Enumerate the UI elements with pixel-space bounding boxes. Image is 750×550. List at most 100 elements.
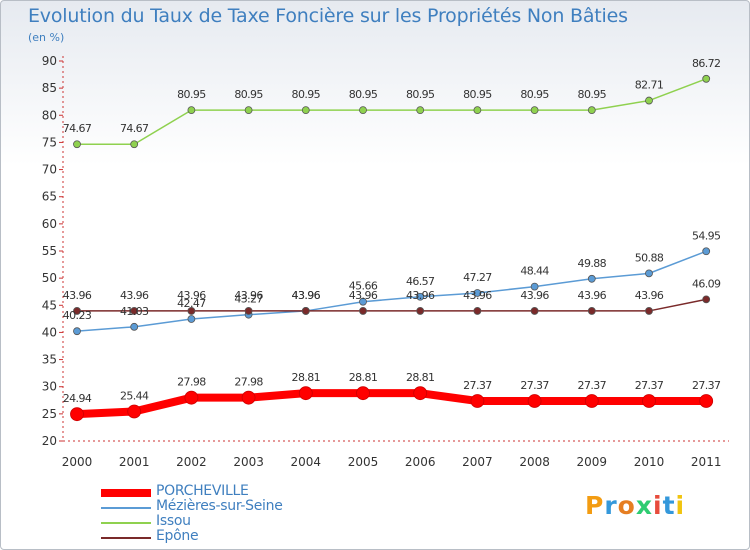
data-label: 27.37 <box>635 379 664 392</box>
data-label: 80.95 <box>406 88 435 101</box>
data-point <box>587 274 596 283</box>
data-label: 43.96 <box>120 289 149 302</box>
data-point <box>473 307 482 315</box>
legend-swatch <box>101 522 151 524</box>
legend-swatch <box>101 507 151 509</box>
data-point <box>702 295 711 304</box>
logo-letter: i <box>675 491 686 520</box>
logo-letter: r <box>604 491 618 520</box>
data-label: 28.81 <box>406 371 435 384</box>
y-tick-label: 40 <box>42 325 57 339</box>
data-label: 43.96 <box>520 289 549 302</box>
data-point <box>642 394 656 408</box>
x-tick-label: 2010 <box>634 455 665 469</box>
data-point <box>530 282 539 291</box>
legend-label: Mézières-sur-Seine <box>156 498 283 514</box>
series-line <box>77 298 707 312</box>
data-label: 82.71 <box>635 79 664 92</box>
chart-title: Evolution du Taux de Taxe Foncière sur l… <box>28 5 628 27</box>
data-label: 41.03 <box>120 305 149 318</box>
x-tick-label: 2008 <box>519 455 550 469</box>
legend-label: PORCHEVILLE <box>156 483 249 499</box>
data-label: 47.27 <box>463 271 492 284</box>
data-label: 28.81 <box>349 371 378 384</box>
data-point <box>645 269 653 278</box>
data-label: 46.09 <box>692 277 721 290</box>
y-tick-label: 35 <box>42 353 57 367</box>
data-labels: 24.94 25.44 27.98 27.98 28.81 28.81 28.81 27.37… <box>63 57 722 405</box>
data-label: 49.88 <box>578 257 607 270</box>
x-tick-label: 2005 <box>348 455 379 469</box>
data-label: 43.96 <box>292 289 321 302</box>
y-tick-label: 80 <box>42 108 57 122</box>
y-tick-label: 55 <box>42 244 57 258</box>
data-label: 80.95 <box>234 88 263 101</box>
logo-letter: o <box>617 491 636 520</box>
data-label: 80.95 <box>292 88 321 101</box>
proxiti-logo: Proxiti <box>585 491 685 520</box>
data-point <box>702 247 711 256</box>
data-label: 80.95 <box>520 88 549 101</box>
y-tick-label: 30 <box>42 380 57 394</box>
data-label: 25.44 <box>120 389 149 402</box>
data-label: 42.47 <box>177 297 206 310</box>
data-point <box>187 106 196 115</box>
x-tick-label: 2003 <box>233 455 264 469</box>
y-tick-label: 25 <box>42 407 57 421</box>
y-tick-label: 90 <box>42 54 57 68</box>
x-tick-label: 2002 <box>176 455 207 469</box>
data-label: 43.96 <box>292 289 321 302</box>
logo-letter: i <box>653 491 663 520</box>
logo-text: Proxiti <box>585 491 685 520</box>
x-tick-label: 2007 <box>462 455 493 469</box>
data-label: 43.96 <box>406 289 435 302</box>
data-label: 43.96 <box>349 289 378 302</box>
data-point <box>584 394 599 408</box>
logo-letter: t <box>662 491 676 520</box>
y-tick-label: 75 <box>42 135 57 149</box>
data-point <box>416 307 425 315</box>
data-label: 28.81 <box>292 371 321 384</box>
x-tick-label: 2009 <box>577 455 608 469</box>
data-point <box>413 386 428 401</box>
data-point <box>359 106 367 115</box>
data-label: 80.95 <box>177 88 206 101</box>
x-tick-label: 2011 <box>691 455 722 469</box>
data-point <box>187 307 196 315</box>
data-point <box>530 307 539 315</box>
data-point <box>127 404 142 419</box>
data-point <box>241 390 256 405</box>
legend-label: Epône <box>156 528 199 544</box>
y-tick-label: 85 <box>42 81 57 95</box>
data-point <box>73 327 81 336</box>
y-tick-label: 65 <box>42 190 57 204</box>
data-point <box>645 307 653 315</box>
y-tick-label: 20 <box>42 434 57 448</box>
series-line <box>77 78 707 145</box>
data-point <box>130 307 139 315</box>
data-label: 80.95 <box>463 88 492 101</box>
data-point <box>244 106 253 115</box>
x-tick-label: 2004 <box>291 455 322 469</box>
data-label: 45.66 <box>349 280 378 293</box>
data-point <box>244 307 253 315</box>
data-point <box>184 390 199 405</box>
data-point <box>587 307 596 315</box>
axes: 20 25 30 35 40 45 50 55 60 65 70 75 80 85 90 2000 2001 20… <box>42 54 729 469</box>
data-label: 27.37 <box>520 379 549 392</box>
data-label: 86.72 <box>692 57 721 70</box>
data-label: 74.67 <box>120 122 149 135</box>
x-tick-label: 2006 <box>405 455 436 469</box>
logo-letter: P <box>585 491 605 520</box>
data-label: 43.96 <box>177 289 206 302</box>
logo-letter: x <box>635 491 653 520</box>
data-point <box>301 106 310 115</box>
data-point <box>359 297 367 306</box>
data-label: 80.95 <box>578 88 607 101</box>
y-tick-label: 45 <box>42 298 57 312</box>
data-point <box>416 292 425 301</box>
x-tick-label: 2001 <box>119 455 150 469</box>
data-label: 43.27 <box>234 293 263 306</box>
